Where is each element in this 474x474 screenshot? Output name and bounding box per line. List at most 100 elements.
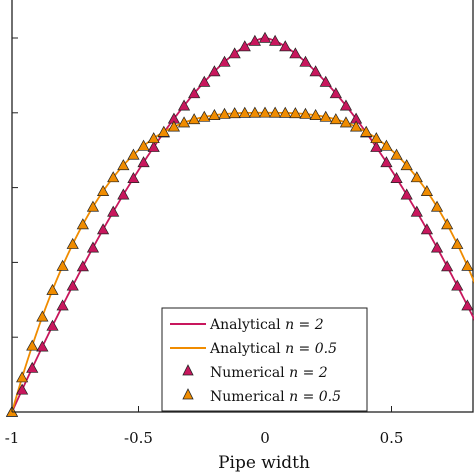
- marker-numerical-n05: [319, 110, 332, 122]
- marker-numerical-n2: [137, 156, 150, 168]
- ticks-layer: -1 -0.5 0 0.5: [5, 37, 404, 447]
- plot-frame: [11, 0, 474, 413]
- marker-numerical-n2: [228, 47, 241, 59]
- legend-label-analytical-n05: Analytical n = 0.5: [209, 341, 337, 357]
- marker-numerical-n05: [289, 107, 302, 119]
- marker-numerical-n2: [441, 260, 454, 272]
- marker-numerical-n2: [36, 340, 49, 352]
- legend-label-numerical-n2: Numerical n = 2: [210, 365, 328, 381]
- marker-numerical-n05: [36, 310, 49, 322]
- marker-numerical-n2: [370, 140, 383, 152]
- marker-numerical-n2: [329, 87, 342, 99]
- marker-numerical-n05: [177, 116, 191, 128]
- marker-numerical-n2: [410, 205, 423, 217]
- legend-swatch-numerical-n2: [182, 364, 194, 376]
- marker-numerical-n05: [258, 106, 272, 118]
- marker-numerical-n2: [299, 55, 312, 67]
- marker-numerical-n2: [86, 241, 100, 253]
- marker-numerical-n05: [16, 371, 29, 383]
- legend-swatch-numerical-n05: [182, 388, 194, 400]
- marker-numerical-n2: [76, 260, 89, 272]
- marker-numerical-n2: [66, 279, 79, 291]
- marker-numerical-n2: [117, 188, 130, 200]
- marker-numerical-n2: [451, 279, 464, 291]
- marker-numerical-n05: [400, 159, 413, 171]
- marker-numerical-n05: [46, 283, 59, 295]
- marker-numerical-n2: [238, 40, 251, 52]
- marker-numerical-n05: [329, 113, 342, 125]
- legend-box: [161, 307, 368, 412]
- legend-label-numerical-n05: Numerical n = 0.5: [210, 389, 341, 405]
- marker-numerical-n2: [420, 223, 434, 235]
- x-tick-label: -1: [5, 429, 20, 447]
- marker-numerical-n2: [390, 172, 403, 183]
- marker-numerical-n05: [167, 120, 181, 132]
- marker-numerical-n05: [66, 237, 79, 249]
- marker-numerical-n05: [228, 107, 241, 119]
- marker-numerical-n2: [127, 172, 140, 183]
- marker-numerical-n05: [410, 171, 423, 183]
- marker-numerical-n05: [269, 106, 282, 118]
- marker-numerical-n05: [76, 218, 89, 230]
- marker-numerical-n05: [279, 106, 292, 118]
- marker-numerical-n2: [16, 383, 29, 395]
- marker-numerical-n05: [56, 259, 69, 271]
- marker-numerical-n2: [208, 65, 221, 77]
- marker-numerical-n05: [339, 116, 353, 128]
- marker-numerical-n05: [188, 113, 201, 125]
- marker-numerical-n2: [107, 205, 120, 217]
- marker-numerical-n2: [177, 99, 191, 111]
- marker-numerical-n05: [380, 139, 393, 151]
- marker-numerical-n05: [360, 125, 373, 137]
- marker-numerical-n05: [26, 339, 39, 351]
- x-tick-label: 0: [260, 429, 270, 447]
- marker-numerical-n2: [188, 87, 201, 99]
- marker-numerical-n2: [319, 75, 332, 87]
- marker-numerical-n05: [117, 159, 130, 171]
- marker-numerical-n05: [127, 148, 140, 160]
- marker-numerical-n2: [339, 99, 353, 111]
- marker-numerical-n2: [309, 65, 322, 77]
- marker-numerical-n2: [218, 55, 231, 67]
- marker-numerical-n05: [349, 120, 363, 132]
- x-axis-label: Pipe width: [218, 453, 310, 473]
- marker-numerical-n05: [248, 106, 261, 118]
- legend-label-analytical-n2: Analytical n = 2: [209, 317, 324, 333]
- marker-numerical-n2: [248, 34, 261, 46]
- marker-numerical-n05: [430, 200, 444, 212]
- marker-numerical-n2: [147, 140, 160, 152]
- marker-numerical-n05: [157, 125, 170, 137]
- markers-layer: [5, 31, 474, 417]
- marker-numerical-n2: [269, 34, 282, 46]
- marker-numerical-n2: [289, 47, 302, 59]
- marker-numerical-n05: [370, 132, 383, 144]
- marker-numerical-n05: [238, 106, 251, 118]
- marker-numerical-n05: [390, 148, 403, 160]
- marker-numerical-n2: [279, 40, 292, 52]
- marker-numerical-n05: [107, 171, 120, 183]
- marker-numerical-n2: [56, 299, 69, 311]
- marker-numerical-n2: [26, 361, 39, 373]
- marker-numerical-n05: [441, 218, 454, 230]
- marker-numerical-n05: [299, 107, 312, 119]
- marker-numerical-n05: [218, 107, 231, 119]
- marker-numerical-n2: [46, 319, 59, 331]
- marker-numerical-n2: [380, 156, 393, 168]
- legend: Analytical n = 2 Analytical n = 0.5 Nume…: [161, 307, 368, 412]
- marker-numerical-n05: [208, 108, 221, 120]
- marker-numerical-n2: [400, 188, 413, 200]
- marker-numerical-n2: [258, 31, 272, 43]
- marker-numerical-n05: [86, 200, 100, 212]
- marker-numerical-n05: [461, 259, 474, 271]
- marker-numerical-n2: [198, 75, 211, 87]
- marker-numerical-n2: [96, 223, 110, 235]
- marker-numerical-n05: [96, 185, 110, 196]
- marker-numerical-n05: [420, 185, 434, 196]
- marker-numerical-n05: [198, 110, 211, 122]
- marker-numerical-n2: [430, 241, 444, 253]
- marker-numerical-n05: [137, 139, 150, 151]
- marker-numerical-n05: [451, 237, 464, 249]
- marker-numerical-n05: [147, 132, 160, 144]
- x-tick-label: 0.5: [380, 429, 404, 447]
